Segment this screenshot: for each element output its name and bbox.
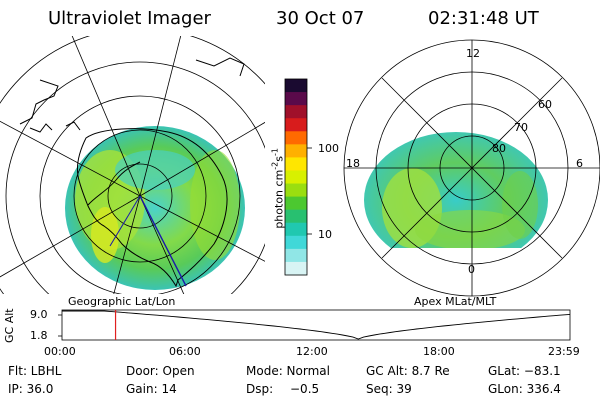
mode-info: Mode: Normal xyxy=(246,364,330,378)
mlt-label-0: 0 xyxy=(468,263,475,276)
door-info: Door: Open xyxy=(126,364,195,378)
mlt-label-12: 12 xyxy=(466,47,480,60)
instrument-title: Ultraviolet Imager xyxy=(48,8,211,29)
colorbar-segment xyxy=(285,79,307,93)
observation-date: 30 Oct 07 xyxy=(276,8,365,29)
observation-time: 02:31:48 UT xyxy=(428,8,539,29)
colorbar-ticks xyxy=(307,147,312,235)
colorbar-segment xyxy=(285,105,307,119)
altitude-ylabel: GC Alt xyxy=(3,308,16,343)
gain-info: Gain: 14 xyxy=(126,382,177,396)
colorbar-segment xyxy=(285,144,307,158)
colorbar-tick-10: 10 xyxy=(318,228,332,241)
mlt-label-6: 6 xyxy=(576,157,583,170)
dsp-info-label: Dsp: xyxy=(246,382,274,396)
colorbar-segment xyxy=(285,261,307,276)
mlat-label-60: 60 xyxy=(538,98,552,111)
colorbar-segment xyxy=(285,157,307,171)
time-tick-1200: 12:00 xyxy=(296,345,328,358)
apex-caption: Apex MLat/MLT xyxy=(414,295,497,308)
geographic-longitude-info: GLon: 336.4 xyxy=(488,382,561,396)
colorbar-label: photon cm-2s-1 xyxy=(270,148,286,229)
colorbar-segment xyxy=(285,248,307,263)
time-tick-0000: 00:00 xyxy=(44,345,76,358)
colorbar-segment xyxy=(285,235,307,250)
ip-info: IP: 36.0 xyxy=(8,382,54,396)
colorbar-segment xyxy=(285,131,307,145)
time-tick-1800: 18:00 xyxy=(423,345,455,358)
longitude-lines xyxy=(0,36,265,294)
time-tick-2359: 23:59 xyxy=(548,345,580,358)
colorbar-tick-100: 100 xyxy=(318,142,339,155)
dsp-info-value: −0.5 xyxy=(290,382,320,396)
colorbar-segment xyxy=(285,92,307,106)
gc-altitude-info: GC Alt: 8.7 Re xyxy=(366,364,450,378)
sequence-info: Seq: 39 xyxy=(366,382,412,396)
colorbar-segment xyxy=(285,183,307,198)
filter-info: Flt: LBHL xyxy=(8,364,62,378)
time-tick-0600: 06:00 xyxy=(169,345,201,358)
geographic-caption: Geographic Lat/Lon xyxy=(68,295,176,308)
mlat-label-70: 70 xyxy=(514,121,528,134)
colorbar-segment xyxy=(285,118,307,132)
apex-polar-map xyxy=(343,39,600,297)
colorbar-segment xyxy=(285,196,307,211)
coastlines xyxy=(19,57,245,288)
altitude-ytick-9: 9.0 xyxy=(30,308,48,321)
colorbar-segment xyxy=(285,222,307,237)
latitude-circles xyxy=(0,36,265,294)
geographic-latitude-info: GLat: −83.1 xyxy=(488,364,561,378)
altitude-ytick-1-8: 1.8 xyxy=(30,329,48,342)
colorbar-segment xyxy=(285,209,307,224)
colorbar-segment xyxy=(285,170,307,185)
geographic-map xyxy=(0,36,265,294)
altitude-plot xyxy=(58,309,571,341)
mlt-label-18: 18 xyxy=(346,157,360,170)
mlat-label-80: 80 xyxy=(492,142,506,155)
colorbar xyxy=(285,79,307,276)
